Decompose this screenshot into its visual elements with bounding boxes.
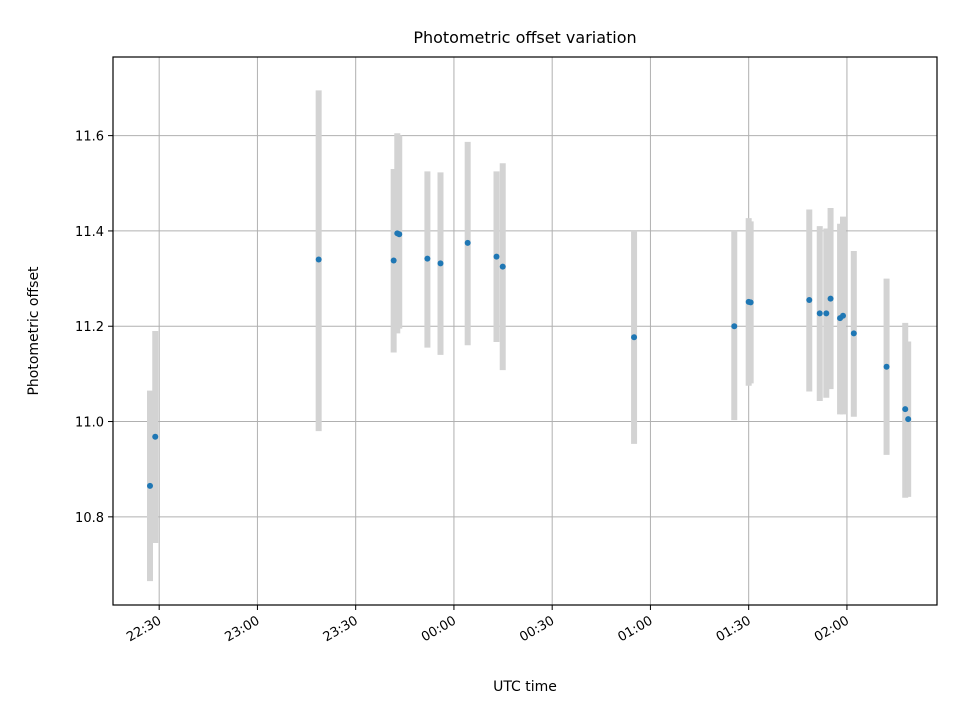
data-point — [747, 299, 754, 306]
x-axis-ticks: 22:30 23:00 23:30 00:00 00:30 01:00 01:30 02:00 — [124, 605, 852, 645]
error-bars — [147, 90, 912, 582]
data-point — [464, 239, 471, 246]
data-points — [147, 230, 912, 489]
data-point — [396, 231, 403, 238]
data-point — [390, 257, 397, 264]
data-point — [499, 263, 506, 270]
data-point — [731, 323, 738, 330]
data-point — [902, 406, 909, 413]
x-axis-label: UTC time — [493, 679, 557, 695]
y-tick-label: 11.2 — [75, 320, 104, 335]
y-axis-ticks: 10.8 11.0 11.2 11.4 11.6 — [75, 130, 113, 526]
data-point — [424, 255, 431, 262]
x-tick-label: 00:00 — [419, 613, 459, 645]
data-point — [883, 363, 890, 370]
data-point — [823, 310, 830, 317]
x-tick-label: 23:30 — [321, 613, 361, 645]
data-point — [437, 260, 444, 267]
x-tick-label: 01:00 — [615, 613, 655, 645]
data-point — [816, 310, 823, 317]
y-axis-label: Photometric offset — [26, 266, 42, 396]
data-point — [315, 256, 322, 263]
data-point — [827, 295, 834, 302]
data-point — [631, 334, 638, 341]
y-tick-label: 11.0 — [75, 416, 104, 431]
data-point — [850, 330, 857, 337]
plot-frame — [112, 56, 938, 606]
data-point — [905, 416, 912, 423]
data-point — [806, 297, 813, 304]
data-point — [840, 312, 847, 319]
x-tick-label: 02:00 — [812, 613, 852, 645]
gridlines — [113, 57, 937, 605]
x-tick-label: 00:30 — [517, 613, 557, 645]
x-tick-label: 01:30 — [714, 613, 754, 645]
data-point — [147, 482, 154, 489]
x-tick-label: 22:30 — [124, 613, 164, 645]
chart-title: Photometric offset variation — [413, 28, 636, 47]
data-point — [493, 253, 500, 260]
y-tick-label: 11.6 — [75, 130, 104, 145]
x-tick-label: 23:00 — [222, 613, 262, 645]
y-tick-label: 11.4 — [75, 225, 104, 240]
y-tick-label: 10.8 — [75, 511, 104, 526]
data-point — [152, 433, 159, 440]
